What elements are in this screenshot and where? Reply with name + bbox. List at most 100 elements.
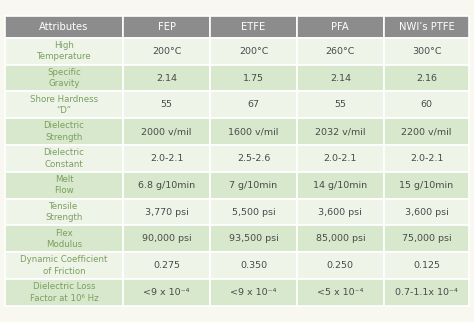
Bar — [297, 145, 384, 172]
Bar — [297, 38, 384, 65]
Text: Melt
Flow: Melt Flow — [54, 175, 74, 195]
Bar — [5, 225, 123, 252]
Text: <9 x 10⁻⁴: <9 x 10⁻⁴ — [230, 288, 277, 297]
Text: 55: 55 — [161, 100, 173, 109]
Bar — [210, 91, 297, 118]
Bar — [123, 199, 210, 225]
Text: 75,000 psi: 75,000 psi — [401, 234, 451, 243]
Bar — [5, 252, 123, 279]
Text: 3,600 psi: 3,600 psi — [319, 208, 362, 217]
Text: 2.16: 2.16 — [416, 73, 437, 82]
Bar — [384, 145, 469, 172]
Text: <5 x 10⁻⁴: <5 x 10⁻⁴ — [317, 288, 364, 297]
Text: 2.14: 2.14 — [330, 73, 351, 82]
Text: FEP: FEP — [158, 22, 176, 32]
Text: 2.5-2.6: 2.5-2.6 — [237, 154, 270, 163]
Text: Attributes: Attributes — [39, 22, 89, 32]
Bar — [210, 172, 297, 199]
Text: 85,000 psi: 85,000 psi — [316, 234, 365, 243]
Text: 2032 v/mil: 2032 v/mil — [315, 127, 365, 136]
Text: 2.14: 2.14 — [156, 73, 177, 82]
Bar — [384, 279, 469, 306]
Bar — [5, 38, 123, 65]
Bar — [210, 16, 297, 38]
Text: Dielectric
Constant: Dielectric Constant — [44, 148, 84, 169]
Text: 2.0-2.1: 2.0-2.1 — [150, 154, 183, 163]
Text: 200°C: 200°C — [152, 47, 182, 56]
Bar — [123, 38, 210, 65]
Text: 260°C: 260°C — [326, 47, 355, 56]
Text: NWI’s PTFE: NWI’s PTFE — [399, 22, 455, 32]
Text: Specific
Gravity: Specific Gravity — [47, 68, 81, 88]
Bar — [384, 199, 469, 225]
Text: 3,770 psi: 3,770 psi — [145, 208, 189, 217]
Text: 55: 55 — [334, 100, 346, 109]
Bar — [210, 65, 297, 91]
Bar — [5, 279, 123, 306]
Bar — [384, 38, 469, 65]
Text: 3,600 psi: 3,600 psi — [405, 208, 448, 217]
Bar — [5, 145, 123, 172]
Bar — [297, 16, 384, 38]
Bar — [384, 172, 469, 199]
Bar — [297, 65, 384, 91]
Bar — [5, 16, 123, 38]
Bar — [123, 279, 210, 306]
Bar — [5, 172, 123, 199]
Bar — [123, 252, 210, 279]
Bar — [384, 65, 469, 91]
Bar — [297, 252, 384, 279]
Bar — [210, 38, 297, 65]
Bar — [123, 172, 210, 199]
Bar — [123, 16, 210, 38]
Text: 0.125: 0.125 — [413, 261, 440, 270]
Bar — [384, 118, 469, 145]
Text: Dielectric
Strength: Dielectric Strength — [44, 121, 84, 142]
Bar — [210, 199, 297, 225]
Bar — [384, 91, 469, 118]
Text: Tensile
Strength: Tensile Strength — [46, 202, 82, 222]
Bar — [210, 118, 297, 145]
Text: 2.0-2.1: 2.0-2.1 — [324, 154, 357, 163]
Text: 0.275: 0.275 — [153, 261, 180, 270]
Bar — [5, 118, 123, 145]
Text: 200°C: 200°C — [239, 47, 268, 56]
Text: 60: 60 — [420, 100, 432, 109]
Text: 93,500 psi: 93,500 psi — [228, 234, 278, 243]
Bar — [123, 65, 210, 91]
Text: 15 g/10min: 15 g/10min — [400, 181, 454, 190]
Bar — [5, 91, 123, 118]
Bar — [297, 91, 384, 118]
Bar — [210, 225, 297, 252]
Text: 300°C: 300°C — [412, 47, 441, 56]
Bar — [5, 199, 123, 225]
Text: PFA: PFA — [331, 22, 349, 32]
Bar — [210, 279, 297, 306]
Bar — [123, 225, 210, 252]
Bar — [123, 118, 210, 145]
Bar — [123, 145, 210, 172]
Bar — [384, 252, 469, 279]
Text: 2000 v/mil: 2000 v/mil — [141, 127, 192, 136]
Text: 90,000 psi: 90,000 psi — [142, 234, 191, 243]
Text: 14 g/10min: 14 g/10min — [313, 181, 367, 190]
Text: 2.0-2.1: 2.0-2.1 — [410, 154, 443, 163]
Bar — [5, 65, 123, 91]
Text: <9 x 10⁻⁴: <9 x 10⁻⁴ — [144, 288, 190, 297]
Text: 5,500 psi: 5,500 psi — [232, 208, 275, 217]
Text: ETFE: ETFE — [241, 22, 265, 32]
Text: Shore Hardness
“D”: Shore Hardness “D” — [30, 95, 98, 115]
Text: 0.350: 0.350 — [240, 261, 267, 270]
Bar — [210, 252, 297, 279]
Text: Dynamic Coefficient
of Friction: Dynamic Coefficient of Friction — [20, 255, 108, 276]
Text: Dielectric Loss
Factor at 10⁶ Hz: Dielectric Loss Factor at 10⁶ Hz — [30, 282, 98, 303]
Bar — [297, 225, 384, 252]
Bar — [384, 225, 469, 252]
Text: 2200 v/mil: 2200 v/mil — [401, 127, 452, 136]
Bar — [384, 16, 469, 38]
Text: 0.7-1.1x 10⁻⁴: 0.7-1.1x 10⁻⁴ — [395, 288, 458, 297]
Text: 67: 67 — [247, 100, 259, 109]
Text: 6.8 g/10min: 6.8 g/10min — [138, 181, 195, 190]
Text: 7 g/10min: 7 g/10min — [229, 181, 278, 190]
Bar — [297, 118, 384, 145]
